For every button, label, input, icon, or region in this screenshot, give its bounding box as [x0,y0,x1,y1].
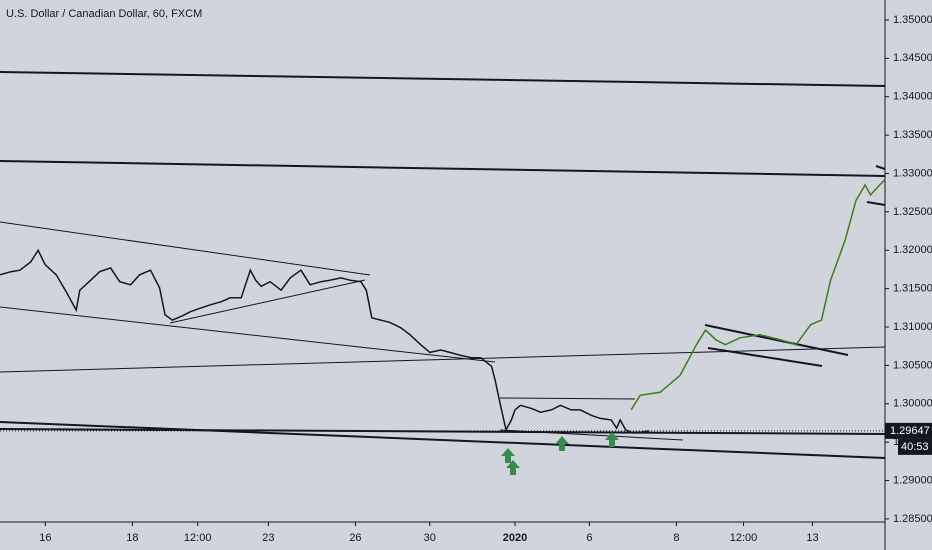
trendline [0,71,886,87]
x-tick-label: 30 [424,532,436,544]
trendline [866,201,886,206]
last-price-label: 1.29647 [890,425,930,437]
y-tick-label: 1.30500 [893,359,932,371]
trendline [0,306,496,363]
y-tick-label: 1.34000 [893,91,932,103]
last-price-box [885,422,932,439]
y-tick-label: 1.28500 [893,513,932,525]
y-tick-label: 1.30000 [893,398,932,410]
x-tick-label: 2020 [503,532,527,544]
y-tick-label: 1.32500 [893,206,932,218]
x-tick-label: 18 [126,532,138,544]
up-arrow [555,436,569,451]
trendline [0,346,886,373]
x-tick-label: 6 [586,532,592,544]
price-line [630,179,886,411]
trendline [169,279,366,324]
y-tick-label: 1.33000 [893,167,932,179]
up-arrow [506,460,520,475]
price-line [0,248,650,433]
trendline [707,347,823,367]
x-tick-label: 12:00 [184,532,212,544]
trendline [499,429,684,441]
x-tick-label: 12:00 [730,532,758,544]
x-tick-label: 26 [349,532,361,544]
x-tick-label: 23 [262,532,274,544]
trendline [875,165,886,170]
trendline [499,397,636,400]
y-tick-label: 1.35000 [893,14,932,26]
trendline [0,160,886,177]
chart-title: U.S. Dollar / Canadian Dollar, 60, FXCM [6,8,202,20]
trendlines [0,71,886,459]
trendline [0,221,371,276]
y-tick-label: 1.31000 [893,321,932,333]
up-arrow [501,448,515,463]
up-arrow [605,432,619,447]
x-tick-label: 13 [806,532,818,544]
countdown-label: 40:53 [901,441,929,453]
x-tick-label: 8 [673,532,679,544]
y-tick-label: 1.33500 [893,129,932,141]
countdown-box [898,438,932,455]
y-tick-label: 1.34500 [893,52,932,64]
y-tick-label: 1.29000 [893,474,932,486]
x-tick-label: 16 [39,532,51,544]
trendline [704,324,849,356]
y-tick-label: 1.32000 [893,244,932,256]
arrows [501,432,619,475]
trendline [0,421,886,459]
trendline [0,428,886,435]
y-tick-label: 1.31500 [893,283,932,295]
